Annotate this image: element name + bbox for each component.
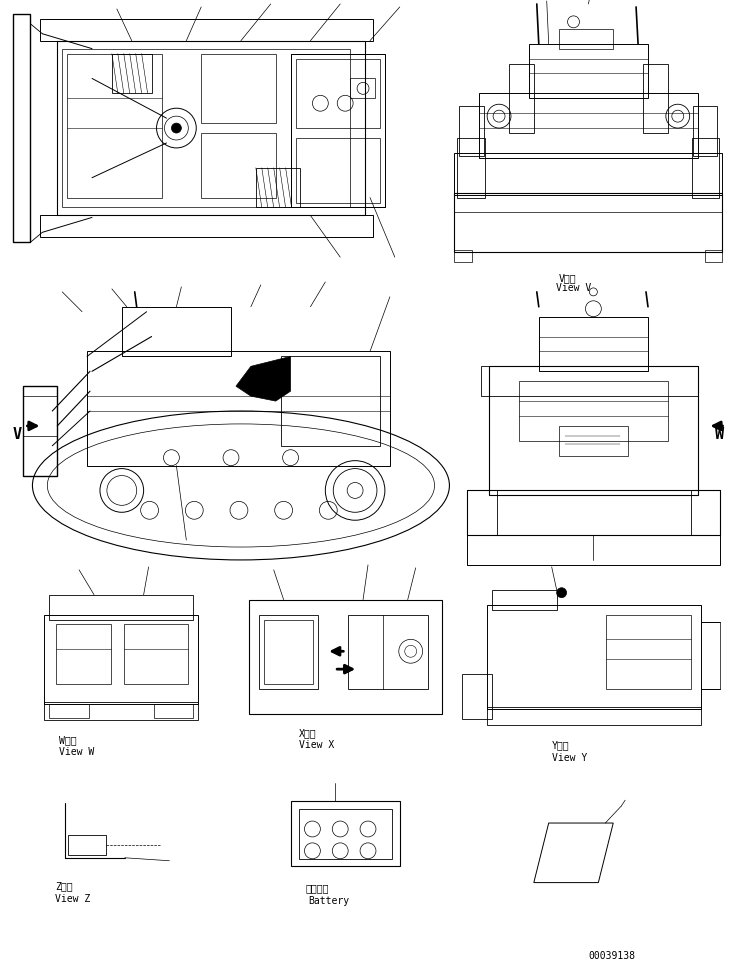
Bar — [44, 702, 198, 720]
Bar — [296, 138, 380, 204]
Bar — [467, 535, 721, 565]
Text: V　視: V 視 — [559, 273, 576, 283]
Bar — [62, 50, 350, 209]
Bar — [463, 675, 492, 719]
Text: Battery: Battery — [308, 895, 350, 904]
Bar — [290, 55, 385, 209]
Text: W　視: W 視 — [59, 734, 77, 744]
Bar — [50, 595, 194, 620]
Bar — [122, 308, 231, 357]
Bar — [299, 809, 392, 859]
Bar — [22, 386, 57, 476]
Bar — [509, 64, 534, 134]
Text: W: W — [715, 427, 725, 441]
Bar — [454, 193, 723, 253]
Bar — [112, 55, 151, 94]
Bar — [704, 251, 723, 262]
Circle shape — [556, 588, 567, 598]
Bar — [296, 60, 380, 129]
Circle shape — [171, 124, 181, 134]
Bar — [467, 491, 721, 535]
Bar — [457, 138, 486, 198]
Bar — [201, 134, 276, 198]
Bar — [489, 367, 698, 496]
Bar — [67, 55, 162, 198]
Bar — [487, 707, 701, 725]
Bar — [13, 14, 30, 243]
Bar — [454, 251, 472, 262]
Polygon shape — [236, 357, 290, 402]
Bar — [350, 80, 375, 99]
Text: View W: View W — [59, 746, 95, 755]
Bar — [259, 615, 319, 689]
Bar — [201, 55, 276, 124]
Bar — [481, 367, 698, 397]
Text: V: V — [13, 427, 21, 441]
Bar — [281, 357, 380, 446]
Bar — [692, 138, 720, 198]
Text: View Z: View Z — [55, 893, 90, 902]
Bar — [348, 615, 428, 689]
Text: X　視: X 視 — [299, 727, 316, 737]
Bar — [559, 427, 628, 456]
Bar — [454, 154, 723, 195]
Bar — [467, 491, 497, 535]
Bar — [290, 55, 385, 209]
Text: View X: View X — [299, 739, 334, 749]
Bar — [57, 41, 365, 216]
Bar — [479, 94, 698, 159]
Bar — [691, 491, 721, 535]
Bar — [290, 801, 400, 866]
Text: バッテリ: バッテリ — [305, 883, 329, 893]
Bar — [519, 382, 668, 441]
Text: View Y: View Y — [552, 752, 587, 762]
Bar — [256, 168, 301, 209]
Bar — [559, 30, 613, 50]
Bar — [487, 605, 701, 709]
Text: 00039138: 00039138 — [588, 950, 636, 960]
Text: View V: View V — [556, 283, 591, 293]
Text: Z　視: Z 視 — [55, 880, 73, 891]
Bar — [529, 44, 648, 99]
Bar — [154, 704, 194, 718]
Bar — [56, 625, 111, 684]
Bar — [539, 317, 648, 372]
Bar — [643, 64, 668, 134]
Bar — [41, 216, 373, 238]
Bar — [50, 704, 89, 718]
Bar — [249, 600, 443, 714]
Bar — [460, 107, 484, 157]
Bar — [87, 352, 390, 466]
Bar — [264, 620, 313, 684]
Bar — [606, 615, 691, 689]
Bar — [492, 590, 556, 610]
Bar — [68, 835, 106, 855]
Bar — [692, 107, 718, 157]
Bar — [123, 625, 188, 684]
Text: Y　視: Y 視 — [552, 740, 569, 750]
Bar — [44, 615, 198, 704]
Bar — [41, 20, 373, 41]
